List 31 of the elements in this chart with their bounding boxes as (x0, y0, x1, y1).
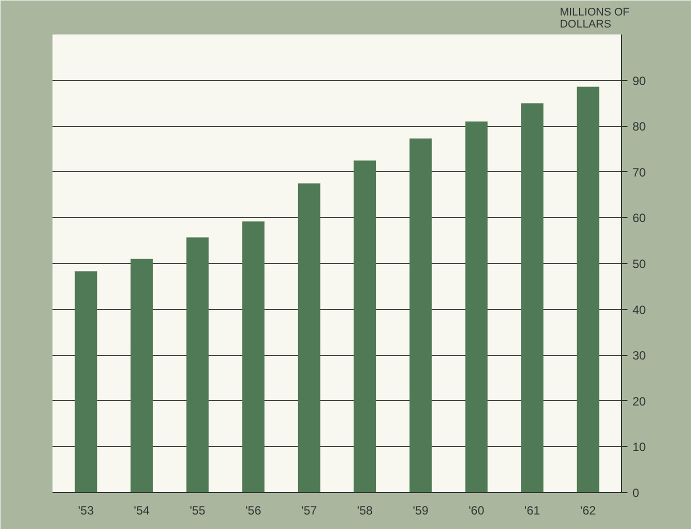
y-tick-label: 30 (632, 348, 646, 363)
bar (354, 160, 376, 492)
bar (521, 103, 544, 492)
x-tick-label: '58 (357, 504, 374, 518)
y-tick-label: 10 (632, 440, 646, 454)
y-axis-title: MILLIONS OF DOLLARS (560, 6, 630, 30)
y-tick-label: 90 (632, 74, 646, 88)
bar (130, 258, 153, 492)
x-tick-label: '53 (78, 504, 94, 518)
bar (465, 122, 488, 492)
y-tick-label: 40 (632, 302, 646, 317)
y-tick-label: 0 (632, 486, 640, 500)
y-tick-label: 20 (632, 394, 646, 408)
x-tick-label: '62 (580, 504, 596, 518)
x-tick-label: '54 (134, 504, 150, 518)
bar (298, 183, 320, 492)
x-tick-label: '57 (301, 504, 318, 518)
bar (576, 86, 600, 492)
bar (186, 237, 209, 492)
bar (242, 221, 264, 492)
y-tick-label: 70 (632, 165, 646, 180)
y-tick-label: 60 (632, 211, 646, 226)
x-tick-label: '55 (190, 504, 206, 518)
bar (74, 271, 98, 492)
y-tick-label: 50 (632, 257, 646, 271)
bar (410, 138, 432, 492)
x-tick-label: '56 (246, 504, 262, 518)
x-tick-label: '59 (412, 504, 429, 518)
x-tick-label: '61 (524, 504, 540, 518)
y-tick-label: 80 (632, 120, 646, 134)
x-tick-label: '60 (468, 504, 485, 518)
